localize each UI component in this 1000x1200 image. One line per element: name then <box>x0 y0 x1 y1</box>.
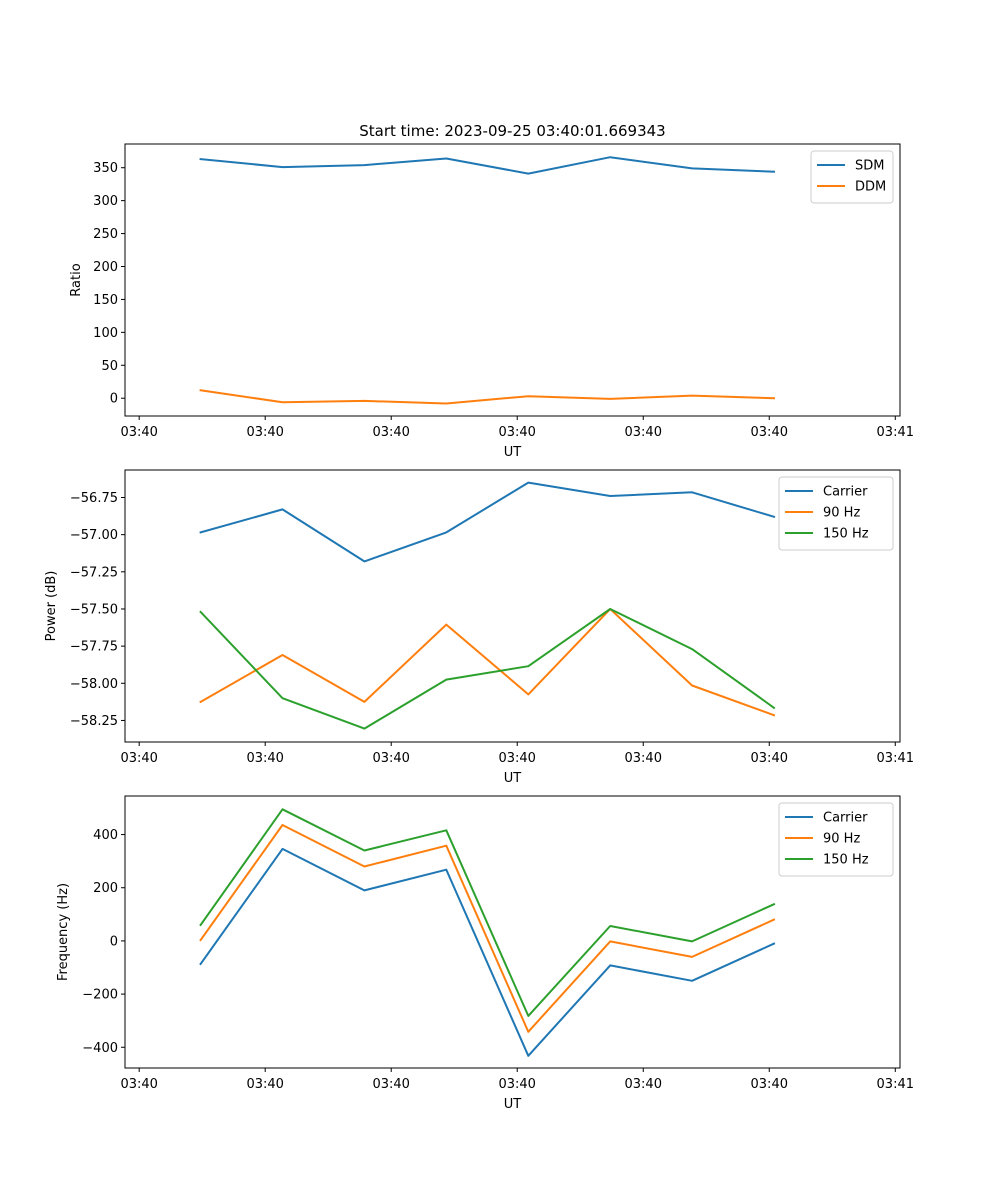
x-axis-label: UT <box>504 445 522 460</box>
chart-title: Start time: 2023-09-25 03:40:01.669343 <box>359 122 665 140</box>
x-tick-label: 03:40 <box>751 1077 788 1092</box>
legend-label: 150 Hz <box>823 527 869 542</box>
ratio-panel: Start time: 2023-09-25 03:40:01.669343 0… <box>69 122 914 460</box>
legend-label: Carrier <box>823 811 868 826</box>
y-axis-ticks: −400 −200 0 200 400 <box>82 828 125 1056</box>
legend-label: 90 Hz <box>823 832 860 847</box>
plot-frame <box>124 469 901 743</box>
y-tick-label: −56.75 <box>70 491 118 506</box>
series-line-90-hz <box>199 824 776 1033</box>
legend-label: 150 Hz <box>823 853 869 868</box>
x-axis-label: UT <box>504 1097 522 1112</box>
power-panel: 03:40 03:40 03:40 03:40 03:40 03:40 03:41 −58.… <box>44 469 914 786</box>
legend-box <box>778 802 894 877</box>
series-line-carrier <box>199 847 776 1057</box>
y-tick-label: 350 <box>93 161 118 176</box>
x-tick-label: 03:40 <box>246 425 283 440</box>
series-line-sdm <box>199 156 776 175</box>
y-axis-ticks: −58.25 −58.00 −57.75 −57.50 −57.25 −57.00 −56.… <box>70 491 125 729</box>
y-tick-label: 300 <box>93 194 118 209</box>
legend: SDM DDM <box>810 150 894 204</box>
x-tick-label: 03:41 <box>877 1077 914 1092</box>
x-tick-label: 03:40 <box>372 425 409 440</box>
legend: Carrier 90 Hz 150 Hz <box>778 802 894 877</box>
legend-label: Carrier <box>823 485 868 500</box>
y-tick-label: −57.25 <box>70 565 118 580</box>
x-tick-label: 03:40 <box>625 1077 662 1092</box>
y-tick-label: 400 <box>93 828 118 843</box>
x-axis-label: UT <box>504 771 522 786</box>
y-tick-label: 0 <box>110 934 118 949</box>
x-tick-label: 03:41 <box>877 751 914 766</box>
y-tick-label: −57.00 <box>70 528 118 543</box>
legend-box <box>778 476 894 551</box>
series-line-90-hz <box>199 608 776 717</box>
y-tick-label: 50 <box>101 359 118 374</box>
y-tick-label: 200 <box>93 881 118 896</box>
x-axis-ticks: 03:40 03:40 03:40 03:40 03:40 03:40 03:41 <box>120 1068 914 1092</box>
x-tick-label: 03:40 <box>498 1077 535 1092</box>
series-line-150-hz <box>199 608 776 730</box>
x-tick-label: 03:40 <box>120 751 157 766</box>
series-line-ddm <box>199 389 776 405</box>
y-axis-label: Ratio <box>69 263 84 296</box>
x-tick-label: 03:40 <box>625 751 662 766</box>
frequency-panel: 03:40 03:40 03:40 03:40 03:40 03:40 03:41 −400… <box>56 795 914 1112</box>
legend: Carrier 90 Hz 150 Hz <box>778 476 894 551</box>
y-tick-label: 250 <box>93 227 118 242</box>
y-tick-label: −57.75 <box>70 640 118 655</box>
legend-label: SDM <box>855 159 884 174</box>
y-tick-label: −57.50 <box>70 602 118 617</box>
series-line-carrier <box>199 481 776 563</box>
x-tick-label: 03:40 <box>751 425 788 440</box>
y-tick-label: −200 <box>82 988 118 1003</box>
y-tick-label: 150 <box>93 293 118 308</box>
series-line-150-hz <box>199 808 776 1017</box>
y-tick-label: 0 <box>110 392 118 407</box>
series-layer <box>199 808 776 1057</box>
plot-frame <box>124 795 901 1069</box>
x-axis-ticks: 03:40 03:40 03:40 03:40 03:40 03:40 03:41 <box>120 416 914 440</box>
series-layer <box>199 481 776 730</box>
x-tick-label: 03:40 <box>498 751 535 766</box>
y-tick-label: −58.25 <box>70 714 118 729</box>
y-tick-label: −58.00 <box>70 677 118 692</box>
x-tick-label: 03:40 <box>120 425 157 440</box>
y-axis-ticks: 0 50 100 150 200 250 300 350 <box>93 161 125 407</box>
x-tick-label: 03:40 <box>246 1077 283 1092</box>
x-tick-label: 03:40 <box>246 751 283 766</box>
x-tick-label: 03:41 <box>877 425 914 440</box>
legend-label: DDM <box>855 180 886 195</box>
legend-label: 90 Hz <box>823 506 860 521</box>
x-tick-label: 03:40 <box>120 1077 157 1092</box>
x-tick-label: 03:40 <box>372 1077 409 1092</box>
x-axis-ticks: 03:40 03:40 03:40 03:40 03:40 03:40 03:41 <box>120 742 914 766</box>
x-tick-label: 03:40 <box>498 425 535 440</box>
y-tick-label: 100 <box>93 326 118 341</box>
series-layer <box>199 156 776 405</box>
x-tick-label: 03:40 <box>625 425 662 440</box>
y-tick-label: −400 <box>82 1041 118 1056</box>
x-tick-label: 03:40 <box>751 751 788 766</box>
x-tick-label: 03:40 <box>372 751 409 766</box>
y-axis-label: Power (dB) <box>44 571 59 642</box>
y-axis-label: Frequency (Hz) <box>56 883 71 981</box>
plot-frame <box>124 143 901 417</box>
y-tick-label: 200 <box>93 260 118 275</box>
